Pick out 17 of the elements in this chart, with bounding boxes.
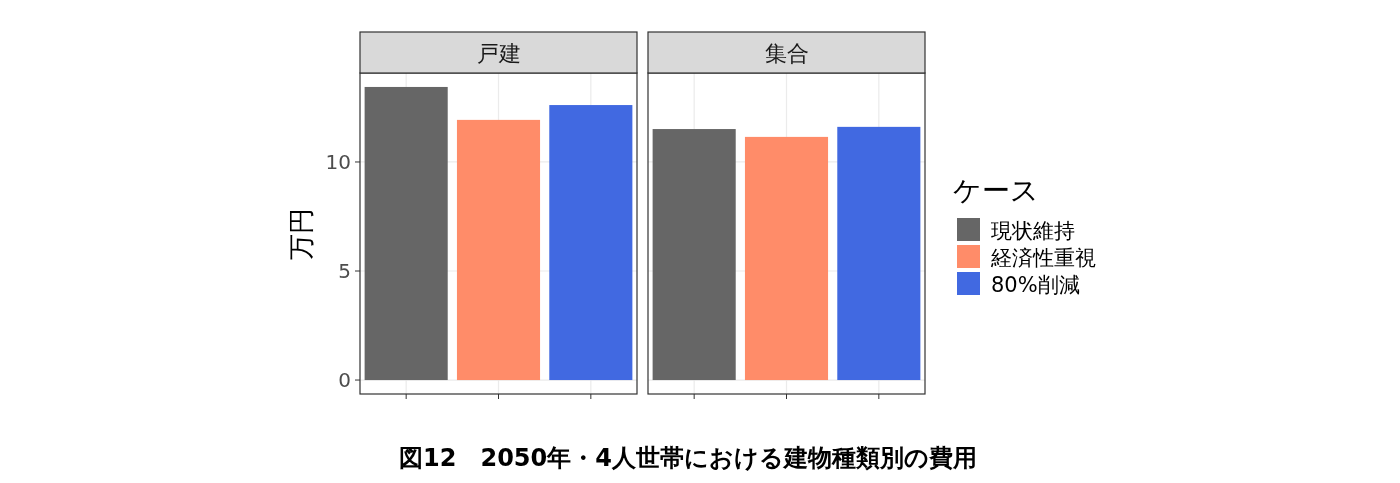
y-tick-label: 5 bbox=[338, 259, 351, 284]
bar bbox=[744, 136, 829, 381]
bar bbox=[364, 86, 448, 381]
bar bbox=[652, 129, 736, 381]
bar bbox=[456, 119, 541, 381]
caption: 図12 2050年・4人世帯における建物種類別の費用 bbox=[399, 444, 977, 472]
y-tick-label: 0 bbox=[338, 368, 351, 393]
y-tick-label: 10 bbox=[325, 149, 351, 174]
legend-label: 経済性重視 bbox=[990, 246, 1096, 270]
y-axis-title: 万円 bbox=[286, 207, 316, 260]
legend-label: 現状維持 bbox=[991, 219, 1075, 243]
x-tick-label: 戸建 bbox=[476, 40, 521, 66]
x-tick-label: 集合 bbox=[764, 40, 809, 66]
bar bbox=[549, 105, 633, 381]
legend-title: ケース bbox=[953, 174, 1039, 207]
legend-label: 80%削減 bbox=[991, 273, 1080, 297]
bar bbox=[837, 126, 921, 381]
